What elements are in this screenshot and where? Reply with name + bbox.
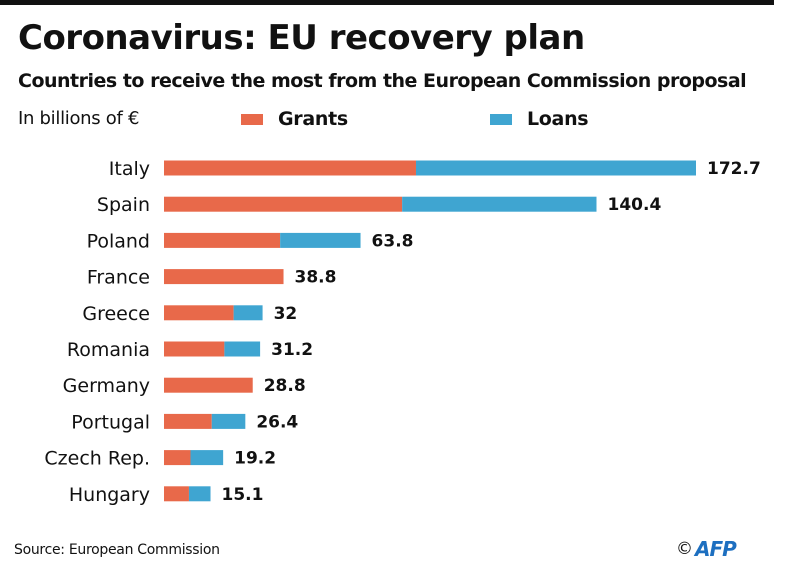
bar-grants <box>164 413 212 429</box>
category-label: Portugal <box>71 411 150 433</box>
category-label: Hungary <box>69 484 150 506</box>
unit-label: In billions of € <box>18 108 140 129</box>
total-value-label: 32 <box>274 304 298 324</box>
chart-subtitle: Countries to receive the most from the E… <box>18 70 747 92</box>
bar-loans <box>211 413 246 429</box>
total-value-label: 19.2 <box>234 449 276 469</box>
category-label: Greece <box>82 303 150 325</box>
bar-chart: Italy 172.7 Spain 140.4 Poland 63.8 France 38.8… <box>44 158 761 506</box>
total-value-label: 63.8 <box>372 231 414 251</box>
total-value-label: 28.8 <box>264 376 306 396</box>
source-note: Source: European Commission <box>14 542 220 558</box>
bar-grants <box>164 269 284 285</box>
bar-grants <box>164 305 234 321</box>
bar-loans <box>188 486 211 502</box>
bar-loans <box>190 450 224 466</box>
bar-grants <box>164 377 253 393</box>
total-value-label: 172.7 <box>707 159 761 179</box>
bar-grants <box>164 196 403 212</box>
chart-title: Coronavirus: EU recovery plan <box>18 18 585 58</box>
bar-grants <box>164 232 281 248</box>
afp-wordmark: AFP <box>695 537 737 561</box>
category-label: Poland <box>87 230 150 252</box>
bar-loans <box>402 196 597 212</box>
copyright-icon: © <box>676 539 693 559</box>
bar-loans <box>280 232 361 248</box>
bar-grants <box>164 341 225 357</box>
bar-loans <box>233 305 263 321</box>
category-label: Czech Rep. <box>44 448 150 470</box>
legend-label-grants: Grants <box>278 108 348 130</box>
category-label: France <box>87 267 150 289</box>
legend-item-loans: Loans <box>490 108 589 130</box>
bar-grants <box>164 160 416 176</box>
total-value-label: 140.4 <box>608 195 662 215</box>
category-label: Germany <box>63 375 150 397</box>
total-value-label: 31.2 <box>271 340 313 360</box>
total-value-label: 15.1 <box>222 485 264 505</box>
afp-logo: © AFP <box>676 537 737 561</box>
category-label: Spain <box>97 194 150 216</box>
bar-grants <box>164 486 189 502</box>
top-rule <box>0 0 774 5</box>
bar-loans <box>224 341 261 357</box>
legend-swatch-grants <box>241 113 263 125</box>
legend-label-loans: Loans <box>527 108 589 130</box>
bar-loans <box>415 160 696 176</box>
total-value-label: 26.4 <box>256 412 298 432</box>
category-label: Romania <box>67 339 150 361</box>
total-value-label: 38.8 <box>295 268 337 288</box>
category-label: Italy <box>109 158 150 180</box>
legend-item-grants: Grants <box>241 108 348 130</box>
bar-grants <box>164 450 191 466</box>
legend-swatch-loans <box>490 113 512 125</box>
